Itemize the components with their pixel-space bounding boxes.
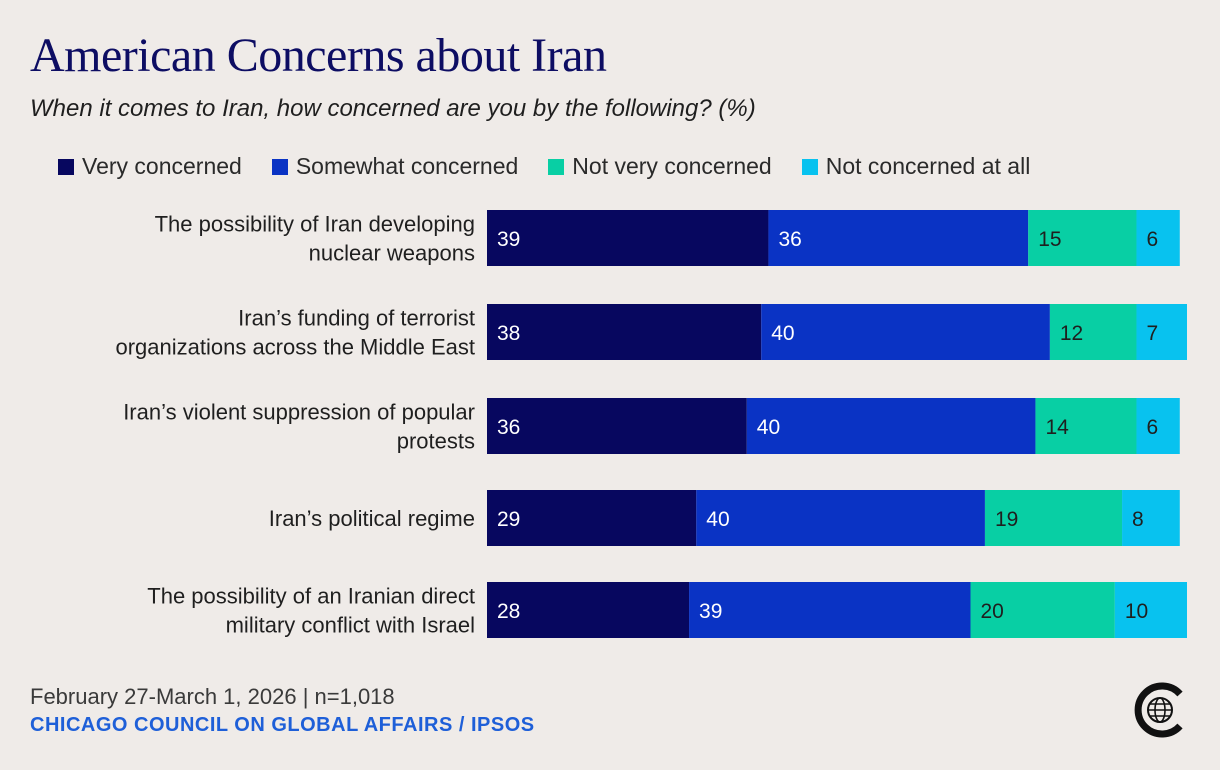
legend-item-very-concerned: Very concerned: [58, 153, 242, 180]
legend-label-notatall: Not concerned at all: [825, 153, 1031, 179]
row-label-line: Iran’s funding of terrorist: [238, 306, 475, 331]
bar-value-label: 39: [497, 228, 520, 251]
row-label: The possibility of an Iranian direct mili…: [147, 584, 475, 638]
chart-title: American Concerns about Iran: [30, 29, 607, 82]
bar-segment-somewhat: [768, 210, 1029, 266]
legend-item-not-concerned-at-all: Not concerned at all: [801, 153, 1031, 180]
bar-value-label: 19: [995, 508, 1018, 531]
bar-segment-notatall: [1136, 398, 1180, 454]
bar-value-label: 15: [1038, 228, 1061, 251]
bar-segment-very: [487, 398, 747, 454]
row-label-line: The possibility of Iran developing: [155, 212, 475, 237]
bar-value-label: 7: [1146, 322, 1158, 345]
bar-segment-notatall: [1136, 210, 1180, 266]
legend-swatch-somewhat: [271, 158, 288, 175]
bar-segment-very: [487, 490, 697, 546]
bar-segment-somewhat: [696, 490, 985, 546]
row-label-line: protests: [397, 429, 475, 454]
bar-segment-notvery: [1049, 304, 1137, 360]
row-label-line: nuclear weapons: [309, 241, 475, 266]
legend-label-notvery: Not very concerned: [572, 153, 772, 179]
bar-value-label: 36: [497, 416, 520, 439]
row-label-line: The possibility of an Iranian direct: [147, 584, 475, 609]
row-label-line: Iran’s political regime: [269, 506, 475, 531]
footer-date: February 27-March 1, 2026 | n=1,018: [30, 684, 395, 709]
legend-item-somewhat-concerned: Somewhat concerned: [271, 153, 519, 180]
bar-segment-notatall: [1122, 490, 1180, 546]
bar-segment-very: [487, 304, 762, 360]
row-label-line: Iran’s violent suppression of popular: [123, 400, 475, 425]
legend-item-not-very-concerned: Not very concerned: [548, 153, 772, 180]
legend-label-very: Very concerned: [82, 153, 242, 179]
bar-segment-notvery: [984, 490, 1123, 546]
chicago-council-logo-icon: [1134, 682, 1183, 738]
legend-swatch-notvery: [548, 158, 565, 175]
bar-segment-notatall: [1114, 582, 1187, 638]
bar-segment-notvery: [1035, 398, 1137, 454]
bar-segment-very: [487, 210, 769, 266]
bar-segment-notvery: [1028, 210, 1137, 266]
bar-value-label: 36: [778, 228, 801, 251]
bar-value-label: 38: [497, 322, 520, 345]
bar-value-label: 14: [1045, 416, 1069, 439]
bar-segment-somewhat: [761, 304, 1050, 360]
bar-value-label: 28: [497, 600, 520, 623]
row-label: Iran’s political regime: [269, 506, 475, 531]
bar-value-label: 8: [1132, 508, 1144, 531]
legend-label-somewhat: Somewhat concerned: [295, 153, 519, 179]
row-label: Iran’s violent suppression of popular pro…: [123, 400, 475, 454]
bar-value-label: 20: [981, 600, 1004, 623]
bar-value-label: 12: [1060, 322, 1083, 345]
legend: Very concerned Somewhat concerned Not ve…: [58, 153, 1030, 180]
bar-segment-somewhat: [746, 398, 1036, 454]
bar-segment-very: [487, 582, 690, 638]
bar-segment-somewhat: [689, 582, 971, 638]
bar-segment-notatall: [1136, 304, 1187, 360]
legend-swatch-notatall: [801, 158, 818, 175]
bar-value-label: 40: [757, 416, 780, 439]
chart-subtitle: When it comes to Iran, how concerned are…: [30, 95, 756, 122]
row-label-line: military conflict with Israel: [226, 613, 475, 638]
footer-source: CHICAGO COUNCIL ON GLOBAL AFFAIRS / IPSO…: [30, 714, 535, 736]
row-label: Iran’s funding of terrorist organizations…: [115, 306, 475, 360]
bar-value-label: 6: [1146, 228, 1158, 251]
bar-value-label: 40: [706, 508, 729, 531]
row-label: The possibility of Iran developing nuclea…: [155, 212, 475, 266]
bar-value-label: 29: [497, 508, 520, 531]
row-label-line: organizations across the Middle East: [115, 335, 475, 360]
bar-value-label: 39: [699, 600, 722, 623]
legend-swatch-very: [58, 158, 74, 175]
bar-value-label: 40: [771, 322, 794, 345]
bar-value-label: 10: [1125, 600, 1148, 623]
bar-value-label: 6: [1146, 416, 1158, 439]
bar-segment-notvery: [970, 582, 1115, 638]
